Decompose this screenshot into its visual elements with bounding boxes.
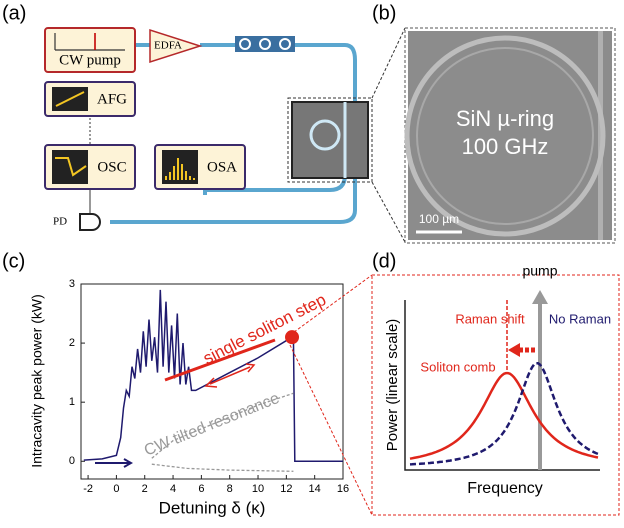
marker	[285, 330, 299, 344]
annotation: single soliton step	[200, 290, 329, 368]
figure: (a) (b) (c) (d) CW pump EDFA AFG OSC OSA	[0, 0, 624, 523]
x-tick-label: 10	[252, 483, 264, 495]
y-tick-label: 2	[69, 337, 75, 349]
x-tick-label: 6	[198, 483, 204, 495]
x-axis-label: Detuning δ (κ)	[159, 498, 266, 517]
x-tick-label: 8	[227, 483, 233, 495]
y-tick-label: 1	[69, 396, 75, 408]
x-tick-label: 12	[280, 483, 292, 495]
scale-bar-label: 100 µm	[419, 212, 459, 226]
panel-label: (b)	[372, 2, 396, 24]
panel-label: (d)	[372, 250, 396, 272]
y-axis-label: Intracavity peak power (kW)	[29, 294, 45, 468]
label: EDFA	[154, 40, 182, 52]
label: AFG	[97, 91, 127, 107]
annotation: CW tilted resonance	[142, 390, 282, 460]
label: SiN µ-ring	[456, 106, 554, 131]
label: pump	[522, 263, 557, 279]
label: OSC	[97, 159, 126, 175]
x-tick-label: 2	[142, 483, 148, 495]
label: OSA	[207, 159, 237, 175]
label: Soliton comb	[420, 359, 495, 374]
x-tick-label: -2	[83, 483, 93, 495]
micrograph: SiN µ-ring 100 GHz 100 µm	[405, 28, 615, 243]
photodiode	[80, 214, 100, 230]
panel-label: (c)	[2, 250, 25, 272]
x-tick-label: 16	[337, 483, 349, 495]
x-tick-label: 4	[170, 483, 176, 495]
y-tick-label: 3	[69, 278, 75, 290]
label: Raman shift	[455, 311, 525, 326]
label: No Raman	[549, 311, 611, 326]
chip	[292, 102, 368, 178]
spectrum: pump Raman shift No Raman Soliton comb P…	[372, 263, 619, 515]
x-tick-label: 14	[309, 483, 321, 495]
y-axis-label: Power (linear scale)	[384, 319, 401, 452]
setup: CW pump EDFA AFG OSC OSA PD	[45, 28, 405, 242]
x-axis-label: Frequency	[467, 480, 543, 497]
label: PD	[53, 216, 67, 228]
label: CW pump	[59, 52, 121, 68]
y-tick-label: 0	[69, 455, 75, 467]
x-tick-label: 0	[113, 483, 119, 495]
panel-label: (a)	[2, 2, 26, 24]
label: 100 GHz	[462, 134, 549, 159]
couplers	[235, 36, 295, 52]
line	[152, 464, 294, 471]
